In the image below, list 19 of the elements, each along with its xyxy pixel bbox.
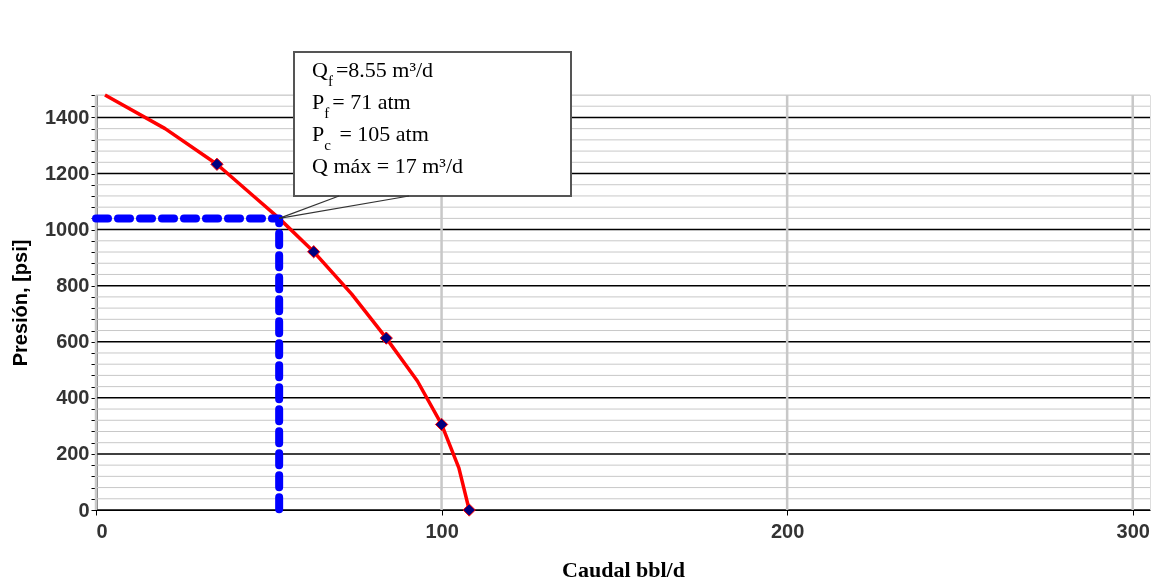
x-axis-title: Caudal bbl/d — [562, 556, 685, 582]
point — [462, 503, 476, 517]
point — [210, 157, 224, 171]
x-tick-label: 0 — [96, 519, 108, 542]
x-tick-label: 100 — [425, 519, 459, 542]
y-tick-label: 1000 — [45, 218, 90, 241]
y-tick-label: 1200 — [45, 162, 90, 185]
point — [434, 417, 449, 432]
point — [379, 331, 393, 345]
y-tick-label: 400 — [56, 386, 90, 409]
y-tick-label: 0 — [78, 498, 90, 521]
y-tick-label: 200 — [56, 442, 90, 465]
y-tick-label: 600 — [56, 330, 90, 353]
x-tick-label: 300 — [1116, 519, 1150, 542]
x-tick-label: 200 — [770, 519, 805, 542]
y-axis-title: Presión, [psi] — [9, 239, 32, 367]
y-tick-label: 1400 — [45, 105, 90, 128]
y-tick-label: 800 — [56, 274, 90, 297]
point — [307, 245, 321, 259]
